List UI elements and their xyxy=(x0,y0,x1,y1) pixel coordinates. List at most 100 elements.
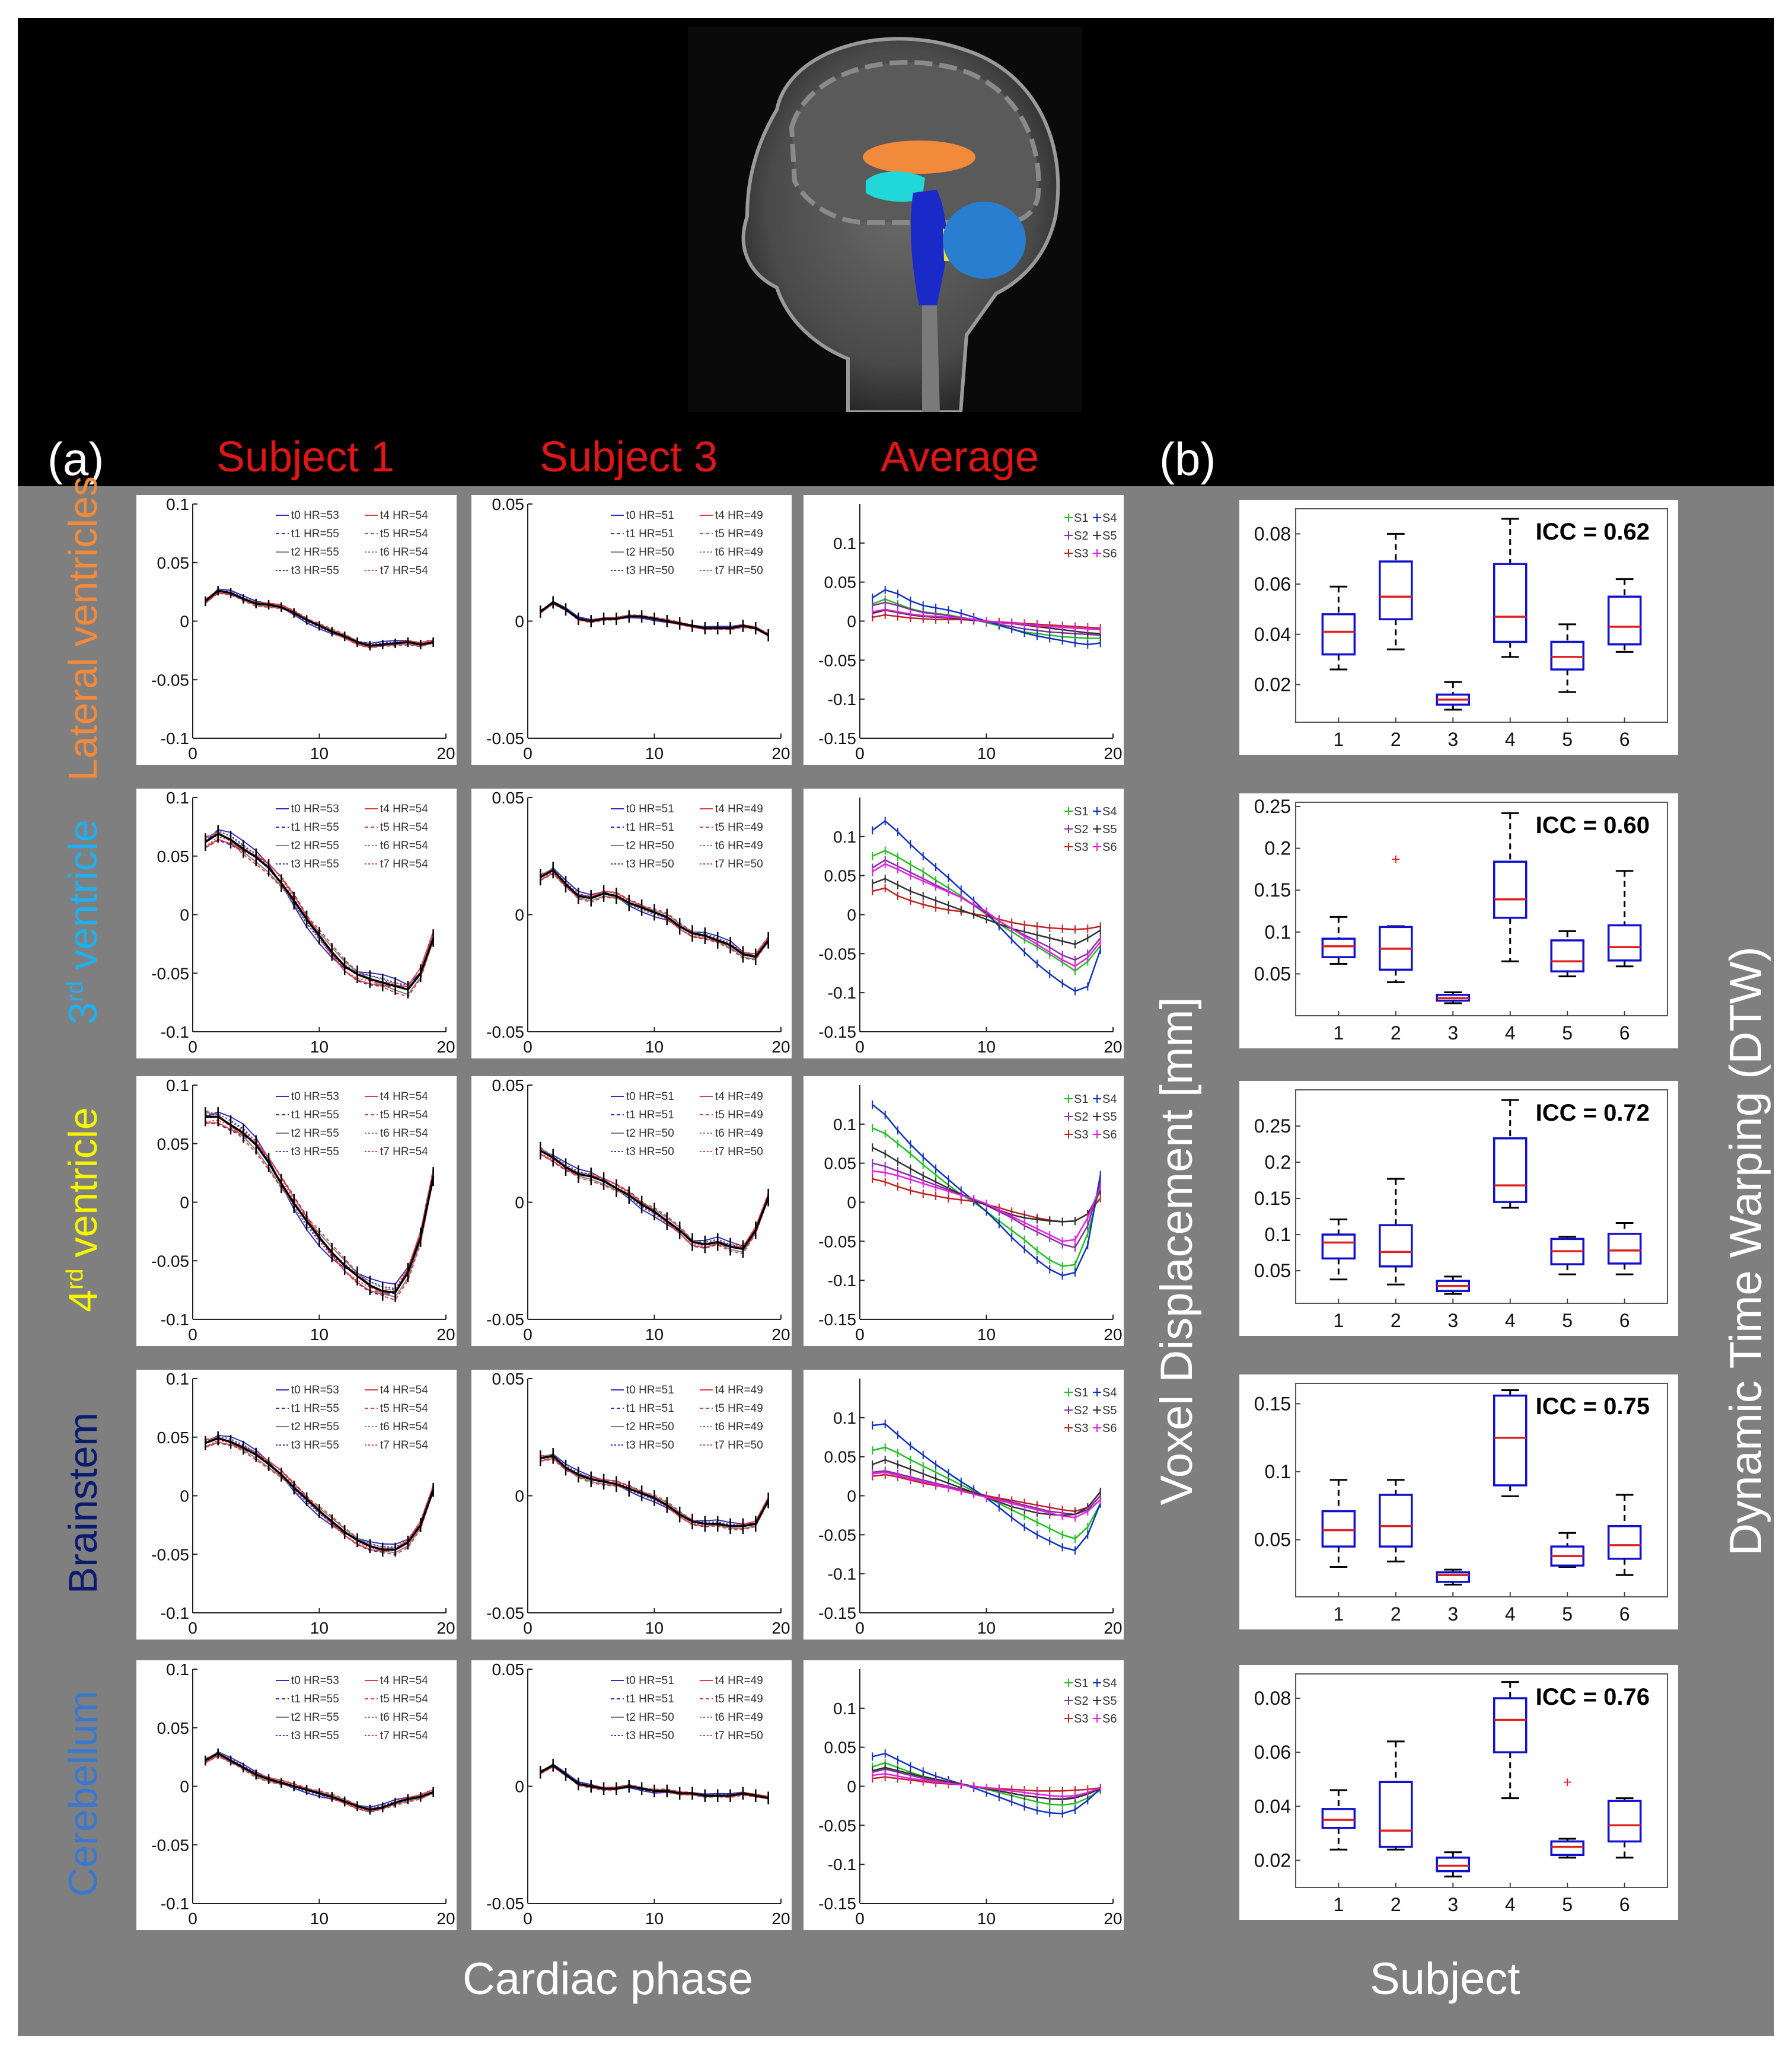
plot-frame xyxy=(1295,1673,1668,1888)
y-tick-label: -0.15 xyxy=(818,729,856,748)
legend-entry: t2 HR=55 xyxy=(291,840,339,852)
y-tick-label: 0.05 xyxy=(157,1428,190,1447)
y-tick-label: -0.05 xyxy=(486,1894,524,1913)
box xyxy=(1550,640,1584,671)
line-chart-panel: 0 10 20 -0.15 -0.1 -0.05 0 0.05 0.1 S1 S2 S3 S4 S5 S6 xyxy=(803,1370,1124,1640)
column-header-average: Average xyxy=(881,433,1039,481)
legend-entry: t1 HR=51 xyxy=(626,1402,674,1415)
box xyxy=(1321,1808,1356,1829)
x-tick-label: 0 xyxy=(523,744,533,763)
y-tick-label: 0.05 xyxy=(492,1076,525,1095)
y-tick-label: 0 xyxy=(847,1778,856,1796)
box-plot-svg: 0.05 0.1 0.15 0.2 0.25 1 2 +3 4 5 6 ICC = 0.60 xyxy=(1254,796,1668,1044)
legend-entry: t3 HR=55 xyxy=(291,564,339,577)
y-tick-label: -0.05 xyxy=(486,1310,524,1329)
legend-entry: t6 HR=54 xyxy=(380,840,428,852)
column-header-subject1: Subject 1 xyxy=(216,433,395,481)
legend-entry: S4 xyxy=(1102,805,1117,818)
x-tick-label: 20 xyxy=(771,1038,790,1056)
x-tick-label: 0 xyxy=(188,1038,197,1056)
legend-entry: t5 HR=54 xyxy=(380,821,428,834)
trial-line xyxy=(540,1453,769,1524)
row-label-text: Brainstem xyxy=(60,1412,106,1594)
legend-entry: t6 HR=49 xyxy=(715,1421,763,1433)
y-tick-label: -0.15 xyxy=(818,1310,856,1329)
y-tick-label: -0.15 xyxy=(818,1894,856,1913)
box xyxy=(1321,1233,1356,1260)
legend-entry: t7 HR=50 xyxy=(715,1439,763,1452)
x-tick-label: 6 xyxy=(1619,729,1630,750)
x-tick-label: 20 xyxy=(436,1619,455,1637)
y-tick-label: 0 xyxy=(515,1487,524,1506)
legend-entry: S2 xyxy=(1074,1111,1088,1124)
box-plot-svg: 0.02 0.04 0.06 0.08 1 2 3 4 5 +6 ICC = 0.76 xyxy=(1254,1673,1668,1915)
row-label-text: 3 xyxy=(60,1002,106,1025)
box xyxy=(1607,595,1642,646)
row-label-text: Cerebellum xyxy=(60,1691,106,1897)
x-tick-label: 20 xyxy=(771,744,790,763)
x-tick-label: 3 xyxy=(1447,1310,1458,1331)
legend-entry: S3 xyxy=(1074,547,1088,560)
legend-entry: S4 xyxy=(1102,1677,1117,1690)
box-plot-panel: 0.05 0.1 0.15 0.2 0.25 1 2 3 4 5 6 ICC = 0.72 xyxy=(1239,1081,1678,1336)
legend-entry: t4 HR=54 xyxy=(380,1090,428,1103)
y-tick-label: -0.05 xyxy=(151,964,189,983)
y-tick-label: -0.1 xyxy=(828,984,856,1002)
y-tick-label: -0.1 xyxy=(828,1565,856,1583)
y-tick-label: 0.08 xyxy=(1254,1688,1291,1709)
line-chart-panel: 0 10 20 -0.15 -0.1 -0.05 0 0.05 0.1 S1 S2 S3 S4 S5 S6 xyxy=(803,1076,1124,1346)
icc-annotation: ICC = 0.62 xyxy=(1536,519,1650,545)
y-tick-label: 0.1 xyxy=(833,828,856,846)
cerebellum-region xyxy=(943,202,1026,279)
trial-line xyxy=(540,1147,769,1255)
y-tick-label: 0.1 xyxy=(166,1660,189,1679)
legend-entry: t1 HR=51 xyxy=(626,528,674,540)
y-tick-label: 0.08 xyxy=(1254,523,1291,544)
trial-line xyxy=(205,589,433,648)
legend-entry: t7 HR=50 xyxy=(715,858,763,870)
line-chart-panel: 0 10 20 -0.1 -0.05 0 0.05 0.1 t0 HR=53 t1 HR=55 t2… xyxy=(136,789,457,1058)
line-chart-panel: 0 10 20 -0.1 -0.05 0 0.05 0.1 t0 HR=53 t1 HR=55 t2… xyxy=(136,1660,457,1930)
line-chart-svg: 0 10 20 -0.1 -0.05 0 0.05 0.1 t0 HR=53 t1 HR=55 t2… xyxy=(151,1076,455,1344)
x-tick-label: 0 xyxy=(855,744,865,763)
y-tick-label: 0.1 xyxy=(833,1409,856,1427)
x-tick-label: 20 xyxy=(436,1325,455,1344)
x-tick-label: 10 xyxy=(645,1038,664,1056)
line-chart-svg: 0 10 20 -0.15 -0.1 -0.05 0 0.05 0.1 S1 S2 S3 S4 S5 S6 xyxy=(818,1379,1123,1637)
icc-annotation: ICC = 0.75 xyxy=(1536,1393,1650,1420)
legend-entry: S4 xyxy=(1102,1093,1117,1106)
x-tick-label: 3 xyxy=(1447,1603,1458,1625)
legend-entry: t3 HR=50 xyxy=(626,1439,674,1452)
y-tick-label: -0.05 xyxy=(486,729,524,748)
icc-annotation: ICC = 0.60 xyxy=(1536,812,1650,838)
x-tick-label: 5 xyxy=(1562,1022,1573,1044)
row-label-sup: rd xyxy=(62,1268,88,1290)
trial-line xyxy=(205,1440,434,1550)
x-tick-label: 2 xyxy=(1391,1603,1401,1625)
y-tick-label: 0.05 xyxy=(1254,1529,1291,1551)
legend-entry: t6 HR=49 xyxy=(715,1711,763,1724)
trial-line xyxy=(540,1454,769,1526)
legend-entry: t0 HR=51 xyxy=(626,1384,674,1396)
legend-entry: t2 HR=55 xyxy=(291,1127,339,1140)
panel-label-b: (b) xyxy=(1159,433,1216,485)
legend-entry: t0 HR=53 xyxy=(291,1090,339,1103)
trial-line xyxy=(205,1436,434,1548)
y-tick-label: -0.15 xyxy=(818,1023,856,1041)
icc-annotation: ICC = 0.72 xyxy=(1536,1100,1650,1126)
legend-entry: t2 HR=55 xyxy=(291,546,339,559)
legend-entry: t0 HR=53 xyxy=(291,1675,339,1687)
line-chart-svg: 0 10 20 -0.1 -0.05 0 0.05 0.1 t0 HR=53 t1 HR=55 t2… xyxy=(151,789,455,1056)
legend-entry: t0 HR=51 xyxy=(626,1675,674,1687)
x-tick-label: 20 xyxy=(771,1619,790,1637)
x-tick-label: 20 xyxy=(436,1038,455,1056)
legend-entry: S2 xyxy=(1074,1695,1088,1708)
trial-line xyxy=(540,1150,769,1247)
x-tick-label: 3 xyxy=(1447,1894,1458,1915)
x-tick-label: 6 xyxy=(1619,1022,1630,1044)
x-tick-label: 10 xyxy=(310,1325,329,1344)
x-tick-label: 0 xyxy=(855,1325,865,1344)
legend-entry: t3 HR=50 xyxy=(626,564,674,577)
